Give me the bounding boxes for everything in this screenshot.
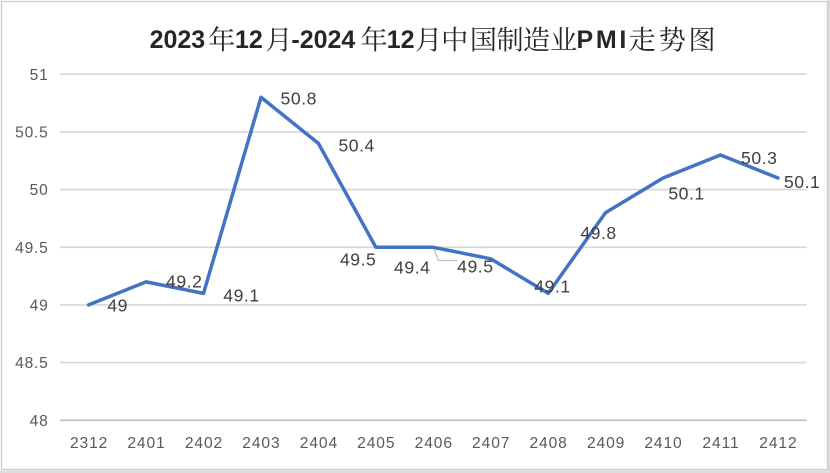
svg-text:-2024: -2024: [291, 26, 355, 54]
svg-text:49.1: 49.1: [534, 276, 570, 296]
svg-text:49: 49: [107, 296, 128, 316]
svg-text:2404: 2404: [300, 435, 338, 452]
svg-text:2412: 2412: [759, 435, 797, 452]
svg-text:50.3: 50.3: [741, 148, 777, 168]
svg-text:2409: 2409: [587, 435, 625, 452]
svg-text:PMI: PMI: [577, 26, 630, 54]
svg-text:50: 50: [30, 182, 49, 199]
svg-text:50.1: 50.1: [668, 183, 704, 203]
svg-text:49.8: 49.8: [580, 223, 616, 243]
svg-text:48: 48: [30, 413, 49, 430]
svg-text:49.5: 49.5: [340, 250, 376, 270]
svg-text:49.1: 49.1: [223, 286, 259, 306]
svg-text:2407: 2407: [472, 435, 510, 452]
svg-text:49.5: 49.5: [457, 257, 493, 277]
svg-text:2403: 2403: [242, 435, 280, 452]
svg-text:12: 12: [387, 26, 415, 54]
svg-text:2408: 2408: [529, 435, 567, 452]
svg-text:2410: 2410: [644, 435, 682, 452]
svg-text:2406: 2406: [415, 435, 453, 452]
svg-text:2023: 2023: [150, 26, 206, 54]
svg-text:2411: 2411: [702, 435, 739, 452]
svg-text:49.2: 49.2: [166, 272, 202, 292]
svg-text:2401: 2401: [127, 435, 165, 452]
svg-text:2405: 2405: [357, 435, 395, 452]
svg-text:49.5: 49.5: [15, 240, 48, 257]
svg-text:50.1: 50.1: [784, 172, 820, 192]
svg-text:50.5: 50.5: [15, 125, 48, 142]
svg-text:50.8: 50.8: [281, 89, 317, 109]
svg-text:12: 12: [235, 26, 263, 54]
svg-text:50.4: 50.4: [338, 135, 374, 155]
svg-text:2402: 2402: [185, 435, 223, 452]
svg-text:48.5: 48.5: [15, 355, 48, 372]
svg-text:2312: 2312: [70, 435, 108, 452]
svg-text:49: 49: [30, 298, 49, 315]
svg-text:51: 51: [30, 67, 49, 84]
svg-text:49.4: 49.4: [394, 258, 430, 278]
